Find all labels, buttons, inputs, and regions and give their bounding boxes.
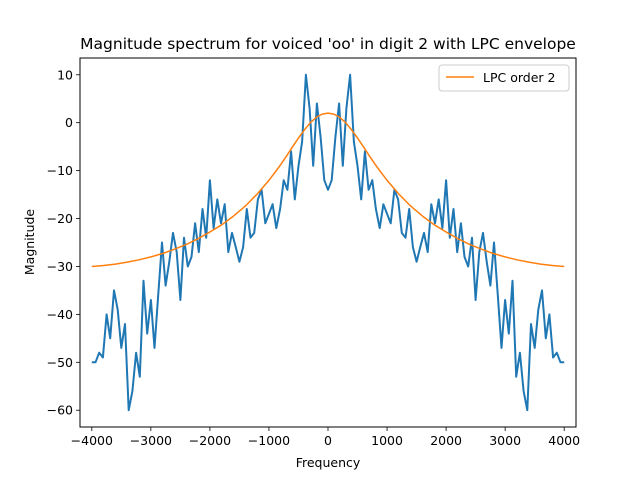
x-tick-label: −1000 [248,433,290,448]
y-tick-label: 0 [65,115,73,130]
y-tick-label: −50 [47,355,73,370]
series-layer [91,73,565,412]
x-axis-ticks: −4000 −3000 −2000 −1000 0 1000 2000 3000 4000 [71,427,580,448]
y-axis-ticks: 10 0 −10 −20 −30 −40 −50 −60 [47,67,80,418]
y-tick-label: −20 [47,211,73,226]
y-tick-label: −30 [47,259,73,274]
y-tick-label: −60 [47,403,73,418]
y-axis-label: Magnitude [22,209,37,276]
y-tick-label: 10 [57,67,73,82]
spectrum-line [91,73,565,412]
x-tick-label: 0 [324,433,332,448]
x-tick-label: 2000 [430,433,462,448]
chart-title: Magnitude spectrum for voiced 'oo' in di… [80,35,576,53]
legend-box [438,64,570,92]
y-tick-label: −10 [47,163,73,178]
x-tick-label: 1000 [371,433,403,448]
legend: LPC order 2 [438,64,570,92]
legend-label: LPC order 2 [483,70,555,85]
x-tick-label: −2000 [189,433,231,448]
x-axis-label: Frequency [296,455,361,470]
x-tick-label: −3000 [130,433,172,448]
y-tick-label: −40 [47,307,73,322]
lpc-envelope-line [91,112,565,268]
x-tick-label: −4000 [71,433,113,448]
x-tick-label: 3000 [489,433,521,448]
x-tick-label: 4000 [548,433,580,448]
